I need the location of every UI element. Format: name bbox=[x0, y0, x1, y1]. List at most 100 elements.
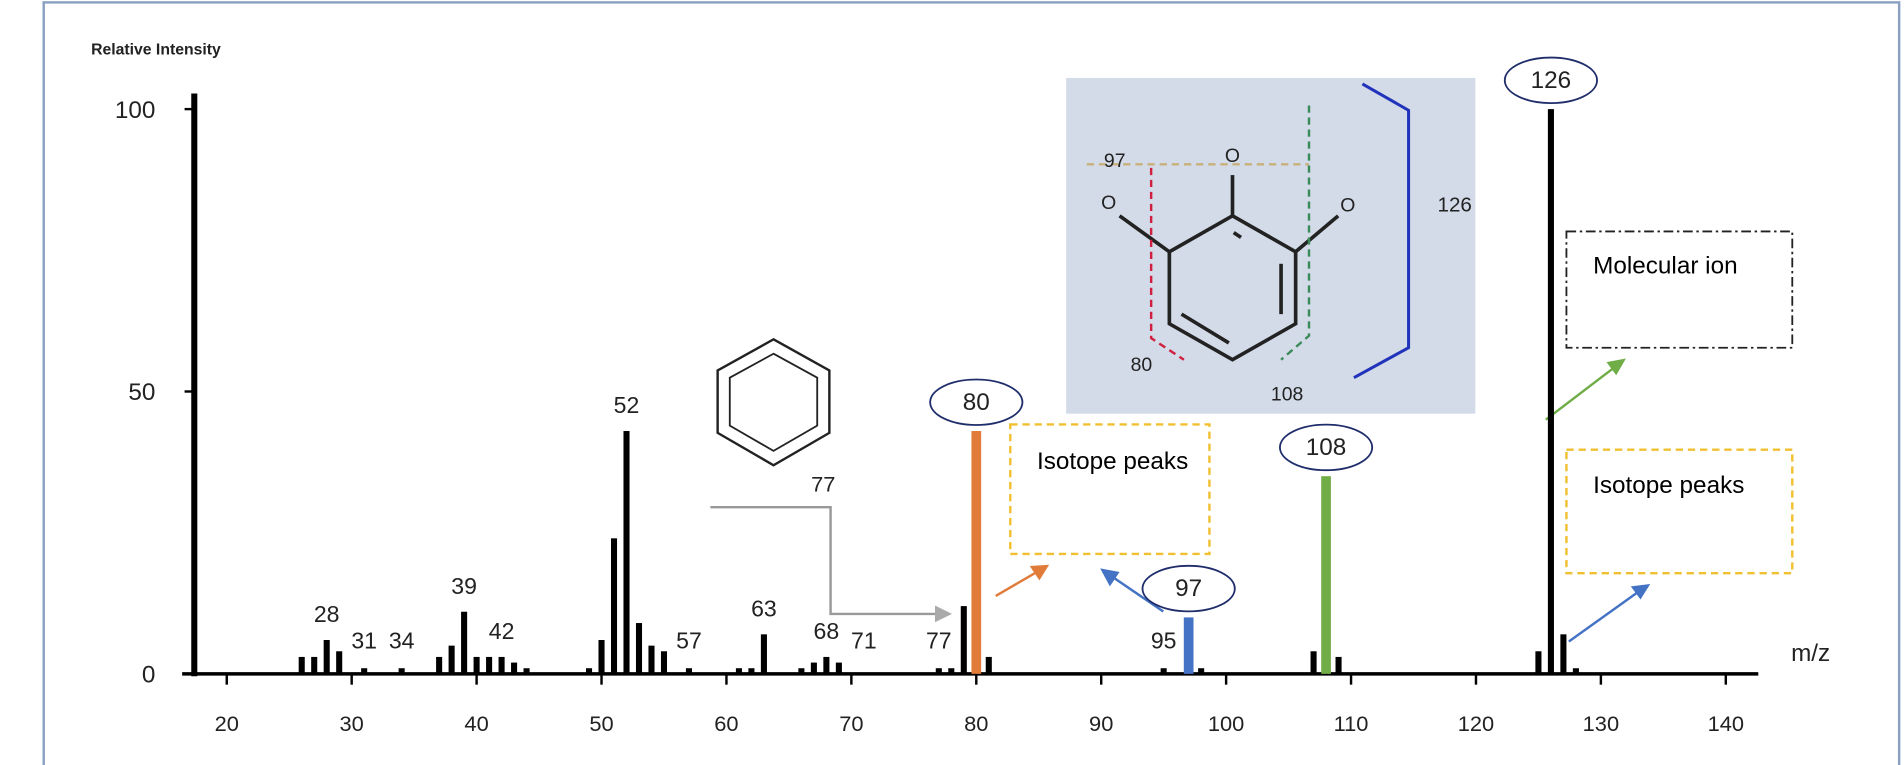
note-text: Isotope peaks bbox=[1037, 448, 1189, 475]
peak-label: 34 bbox=[389, 628, 415, 654]
note-text: Molecular ion bbox=[1593, 253, 1738, 280]
double-bond bbox=[1232, 231, 1243, 239]
bar bbox=[1535, 651, 1542, 674]
note: Molecular ion bbox=[1593, 253, 1738, 280]
circle-label: 108 bbox=[1306, 434, 1347, 461]
note: Isotope peaks bbox=[1593, 472, 1745, 499]
circle-label-outline bbox=[1503, 56, 1598, 105]
circle-label: 80 bbox=[963, 389, 990, 416]
peak-label: 68 bbox=[814, 618, 840, 644]
y-tick-label: 0 bbox=[142, 662, 156, 689]
bar bbox=[798, 668, 805, 674]
bar bbox=[735, 668, 742, 674]
ring bbox=[716, 337, 831, 467]
bar bbox=[1572, 668, 1579, 674]
bracket bbox=[1353, 82, 1411, 380]
bar bbox=[323, 639, 330, 674]
double-bond bbox=[1180, 312, 1230, 345]
peak-label: 28 bbox=[314, 601, 340, 627]
frame bbox=[42, 1, 1901, 765]
bar bbox=[486, 656, 493, 674]
bar bbox=[461, 611, 468, 674]
bar bbox=[448, 645, 455, 674]
bar bbox=[648, 645, 655, 674]
peak-label: 31 bbox=[351, 628, 377, 654]
bar bbox=[336, 651, 343, 674]
arrow bbox=[1111, 575, 1164, 613]
y-axis-label: Relative Intensity bbox=[91, 42, 221, 59]
bar bbox=[623, 431, 630, 674]
bar bbox=[760, 634, 767, 674]
ring-inner bbox=[728, 352, 819, 452]
x-tick-label: 120 bbox=[1458, 711, 1494, 736]
structure: O O O 97 126 80 108 bbox=[1066, 77, 1476, 414]
y-tick-label: 50 bbox=[128, 379, 155, 406]
note-box bbox=[1565, 230, 1794, 349]
note: Isotope peaks bbox=[1037, 448, 1189, 475]
structure-label: 126 bbox=[1437, 194, 1471, 217]
arrow-head bbox=[1100, 568, 1120, 587]
y-tick-label: 100 bbox=[115, 97, 156, 124]
peak-label: 42 bbox=[489, 618, 515, 644]
x-tick-label: 40 bbox=[464, 711, 488, 736]
bar bbox=[1321, 476, 1331, 674]
bar bbox=[361, 668, 368, 674]
bar bbox=[810, 662, 817, 674]
x-tick-label: 140 bbox=[1708, 711, 1744, 736]
bar bbox=[311, 656, 318, 674]
x-tick-label: 90 bbox=[1089, 711, 1113, 736]
bar bbox=[1547, 109, 1554, 674]
bar bbox=[298, 656, 305, 674]
bar bbox=[523, 668, 530, 674]
bar bbox=[436, 656, 443, 674]
peak-label: 63 bbox=[751, 595, 777, 621]
peak-label: 95 bbox=[1151, 628, 1177, 654]
bar bbox=[823, 656, 830, 674]
circle-label: 126 bbox=[1531, 67, 1572, 94]
bar bbox=[598, 639, 605, 674]
bar bbox=[1560, 634, 1567, 674]
arrow-head bbox=[935, 605, 952, 623]
arrow bbox=[710, 506, 938, 616]
fragment-label: 77 bbox=[811, 471, 835, 496]
cleavage-line bbox=[1280, 105, 1311, 361]
x-tick-label: 70 bbox=[839, 711, 863, 736]
x-axis-label: m/z bbox=[1791, 640, 1830, 667]
x-tick-label: 20 bbox=[215, 711, 239, 736]
circle-label-outline bbox=[929, 378, 1024, 426]
note-text: Isotope peaks bbox=[1593, 472, 1745, 499]
x-tick-label: 130 bbox=[1583, 711, 1619, 736]
cleavage-line bbox=[1149, 167, 1185, 361]
structure-label: 97 bbox=[1104, 151, 1126, 172]
bar bbox=[511, 662, 518, 674]
atom-label: O bbox=[1101, 193, 1116, 214]
circle-label-outline bbox=[1141, 564, 1236, 613]
bar bbox=[960, 606, 967, 674]
arrow-head bbox=[1029, 564, 1050, 581]
arrow bbox=[1545, 365, 1616, 421]
bar bbox=[660, 651, 668, 674]
bar bbox=[985, 656, 992, 674]
bar bbox=[398, 668, 405, 674]
arrow-head bbox=[1630, 583, 1651, 600]
x-tick-label: 30 bbox=[340, 711, 364, 736]
bar bbox=[610, 538, 618, 674]
bar bbox=[473, 656, 480, 674]
structure-label: 80 bbox=[1131, 355, 1153, 376]
peak-label: 57 bbox=[676, 628, 702, 654]
bar bbox=[1183, 617, 1194, 674]
bond bbox=[1294, 214, 1340, 254]
atom-label: O bbox=[1340, 195, 1355, 216]
bar bbox=[835, 662, 842, 674]
bar bbox=[498, 656, 505, 674]
atom-label: O bbox=[1225, 146, 1240, 167]
arrow bbox=[995, 570, 1038, 597]
structure-panel bbox=[1066, 77, 1476, 414]
structure-label: 108 bbox=[1271, 385, 1303, 406]
bar bbox=[635, 623, 643, 674]
x-tick-label: 100 bbox=[1208, 711, 1244, 736]
bar bbox=[1160, 668, 1167, 674]
bar bbox=[1335, 656, 1342, 674]
